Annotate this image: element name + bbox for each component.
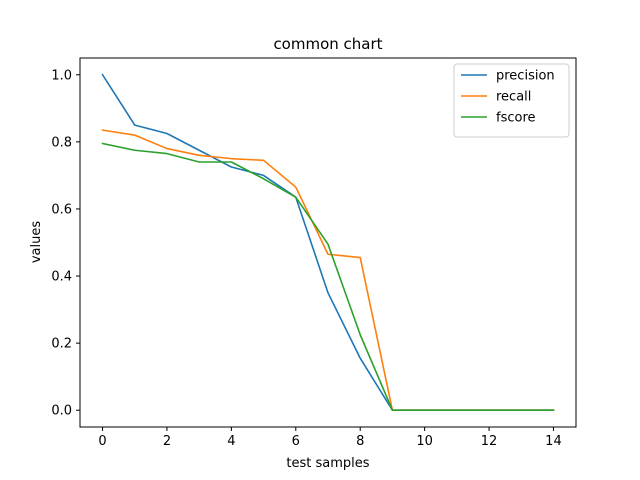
x-tick-label: 10 bbox=[416, 434, 433, 449]
x-tick-label: 2 bbox=[163, 434, 171, 449]
x-tick-label: 4 bbox=[227, 434, 235, 449]
y-tick-label: 0.2 bbox=[51, 337, 72, 352]
y-axis-label: values bbox=[29, 221, 44, 264]
plot-area: 0 2 4 6 8 10 12 14 0.0 0.2 0.4 0.6 0.8 1.0 bbox=[51, 57, 577, 449]
x-tick-label: 0 bbox=[98, 434, 106, 449]
x-tick-label: 6 bbox=[292, 434, 300, 449]
y-tick-label: 0.0 bbox=[51, 404, 72, 419]
legend-label-precision: precision bbox=[496, 69, 555, 84]
legend-box bbox=[453, 63, 570, 138]
chart-title: common chart bbox=[273, 35, 382, 53]
legend: precision recall fscore bbox=[453, 63, 570, 138]
y-tick-label: 0.4 bbox=[51, 270, 72, 285]
series-line-fscore bbox=[101, 142, 555, 412]
x-tick-label: 8 bbox=[356, 434, 364, 449]
legend-label-fscore: fscore bbox=[496, 111, 536, 126]
legend-label-recall: recall bbox=[496, 90, 531, 105]
x-tick-label: 14 bbox=[545, 434, 562, 449]
y-tick-label: 1.0 bbox=[51, 68, 72, 83]
y-tick-label: 0.8 bbox=[51, 135, 72, 150]
axes-frame bbox=[79, 57, 577, 428]
x-tick-label: 12 bbox=[481, 434, 498, 449]
x-axis-label: test samples bbox=[286, 456, 369, 471]
y-tick-label: 0.6 bbox=[51, 202, 72, 217]
